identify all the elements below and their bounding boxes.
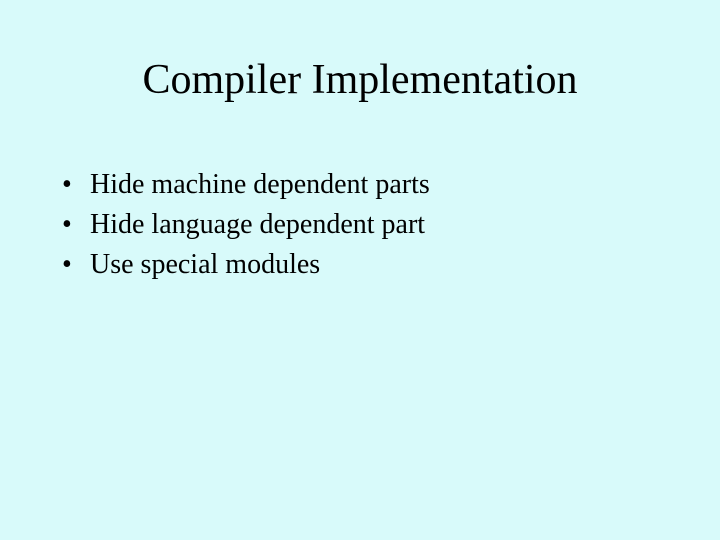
list-item: Hide language dependent part [58,206,670,244]
bullet-text: Use special modules [90,249,320,280]
slide: Compiler Implementation Hide machine dep… [0,0,720,540]
slide-body: Hide machine dependent parts Hide langua… [58,166,670,285]
bullet-list: Hide machine dependent parts Hide langua… [58,166,670,283]
bullet-text: Hide language dependent part [90,209,425,240]
bullet-text: Hide machine dependent parts [90,169,430,200]
list-item: Hide machine dependent parts [58,166,670,204]
slide-title: Compiler Implementation [0,56,720,104]
list-item: Use special modules [58,246,670,284]
